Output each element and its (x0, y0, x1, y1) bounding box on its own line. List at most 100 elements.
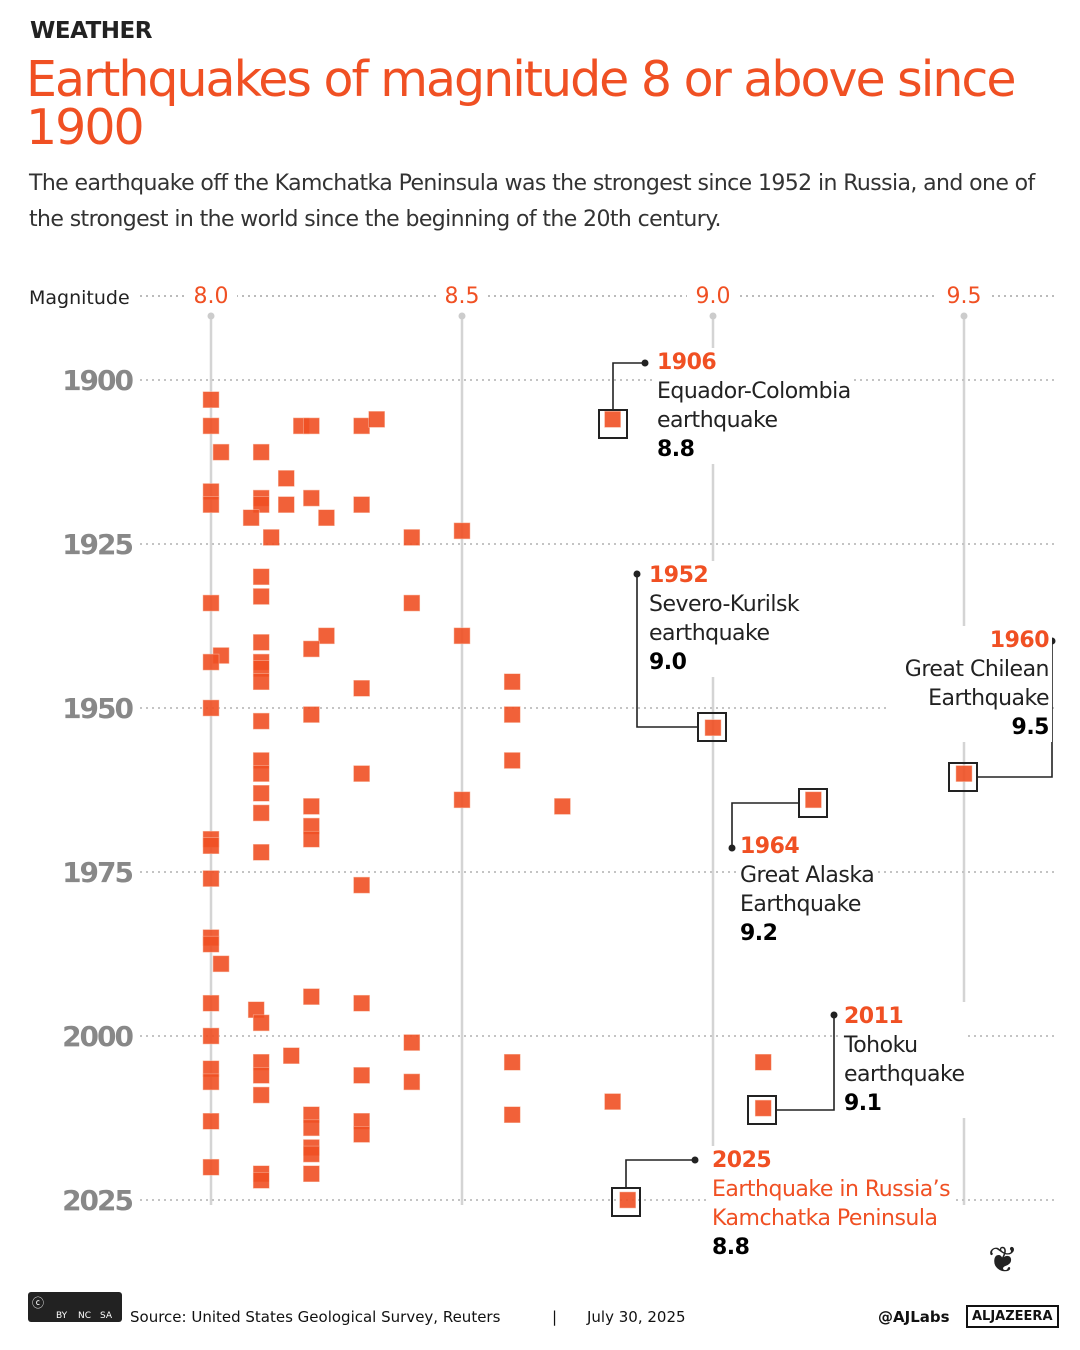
footer: ⓒ BY NC SA Source: United States Geologi… (28, 1240, 1059, 1330)
x-grid-dot (709, 312, 717, 320)
data-point (252, 1067, 270, 1084)
data-point (503, 673, 521, 691)
annotation-name: Severo-Kurilsk (649, 592, 800, 617)
data-point (704, 719, 722, 736)
data-point (303, 988, 320, 1005)
data-point (202, 1113, 220, 1130)
data-point (318, 509, 335, 527)
data-point (303, 417, 320, 435)
data-point (252, 1014, 270, 1032)
data-point (353, 994, 370, 1012)
data-point (202, 653, 220, 671)
annotation-magnitude: 9.2 (740, 921, 778, 946)
annotation-1960: 1960 Great Chilean Earthquake 9.5 (886, 626, 1052, 742)
data-point (242, 509, 260, 527)
annotation-name: Great Chilean (904, 657, 1050, 682)
data-point (252, 634, 270, 651)
y-tick-label: 1925 (62, 528, 132, 561)
data-point (353, 680, 370, 697)
data-point (353, 1067, 370, 1084)
data-point (353, 765, 370, 782)
x-tick-bg (938, 280, 990, 310)
annotation-year: 2011 (844, 1004, 904, 1029)
annotation-name: earthquake (649, 621, 770, 646)
data-point (202, 699, 220, 717)
data-point (212, 443, 230, 461)
annotation-year: 2025 (712, 1148, 772, 1173)
data-point (503, 1053, 521, 1071)
data-point (252, 804, 270, 822)
y-tick-label: 2025 (62, 1184, 132, 1217)
data-point (252, 1172, 270, 1189)
data-point (202, 1027, 220, 1045)
annotation-name: Kamchatka Peninsula (712, 1206, 938, 1231)
data-point (303, 830, 320, 848)
x-tick-bg (687, 280, 739, 310)
data-point (303, 1145, 320, 1163)
leader-dot (633, 570, 641, 578)
data-point (353, 417, 370, 435)
x-axis-label: Magnitude (29, 287, 130, 309)
data-point (318, 627, 335, 645)
annotation-magnitude: 9.5 (1011, 715, 1050, 740)
annotation-2011: 2011 Tohoku earthquake 9.1 (841, 1002, 968, 1118)
x-label-bg (26, 282, 140, 310)
annotation-year: 1906 (657, 350, 717, 375)
data-point (403, 1034, 421, 1051)
highlight-box (948, 762, 978, 792)
x-tick-label: 8.0 (194, 284, 229, 309)
data-point (252, 844, 270, 861)
data-point (252, 1086, 270, 1104)
data-point (303, 706, 320, 723)
leader-line (731, 802, 798, 848)
annotation-name: earthquake (844, 1062, 965, 1087)
x-tick-bg (436, 280, 488, 310)
data-point (303, 489, 320, 507)
y-tick-label: 2000 (62, 1020, 133, 1053)
data-point (202, 391, 220, 408)
annotation-1952: 1952 Severo-Kurilsk earthquake 9.0 (646, 561, 803, 677)
nc-label: NC (78, 1311, 92, 1321)
annotation-magnitude: 9.1 (844, 1091, 882, 1116)
data-point (453, 791, 471, 809)
x-grid-dot (458, 312, 466, 320)
annotation-magnitude: 8.8 (712, 1235, 750, 1260)
annotation-year: 1964 (740, 834, 800, 859)
annotation-year: 1952 (649, 563, 709, 588)
annotation-1964: 1964 Great Alaska Earthquake 9.2 (737, 832, 878, 948)
data-point (955, 765, 973, 782)
data-point (353, 1126, 370, 1143)
data-point (604, 411, 621, 428)
annotation-name: Earthquake (740, 892, 861, 917)
data-point (252, 588, 270, 605)
data-point (403, 594, 421, 612)
leader-dot (728, 844, 736, 852)
brand-logo: ALJAZEERA (966, 1305, 1059, 1328)
data-point (262, 529, 280, 546)
data-point (503, 752, 521, 769)
annotation-year: 1960 (989, 628, 1050, 653)
data-point (604, 1093, 621, 1110)
handle: @AJLabs (878, 1308, 950, 1326)
annotation-name: Equador-Colombia (657, 379, 851, 404)
leader-line (777, 1015, 835, 1111)
x-tick-bg (185, 280, 237, 310)
source: Source: United States Geological Survey,… (130, 1308, 501, 1326)
annotation-name: Tohoku (844, 1033, 918, 1058)
leader-line (625, 1159, 695, 1187)
data-point (368, 411, 385, 428)
data-point (202, 994, 220, 1012)
data-point (252, 496, 270, 513)
data-point (278, 496, 295, 513)
data-point (403, 529, 421, 546)
data-point (252, 568, 270, 586)
x-tick-label: 8.5 (445, 284, 480, 309)
data-point (353, 876, 370, 894)
y-tick-label: 1900 (62, 364, 133, 397)
data-point (202, 496, 220, 513)
y-tick-label: 1950 (62, 692, 133, 725)
annotation-2025: 2025 Earthquake in Russia’s Kamchatka Peni… (709, 1146, 954, 1262)
annotation-name: Earthquake in Russia’s (712, 1177, 951, 1202)
leader-line (612, 362, 645, 409)
highlight-box (798, 788, 828, 818)
